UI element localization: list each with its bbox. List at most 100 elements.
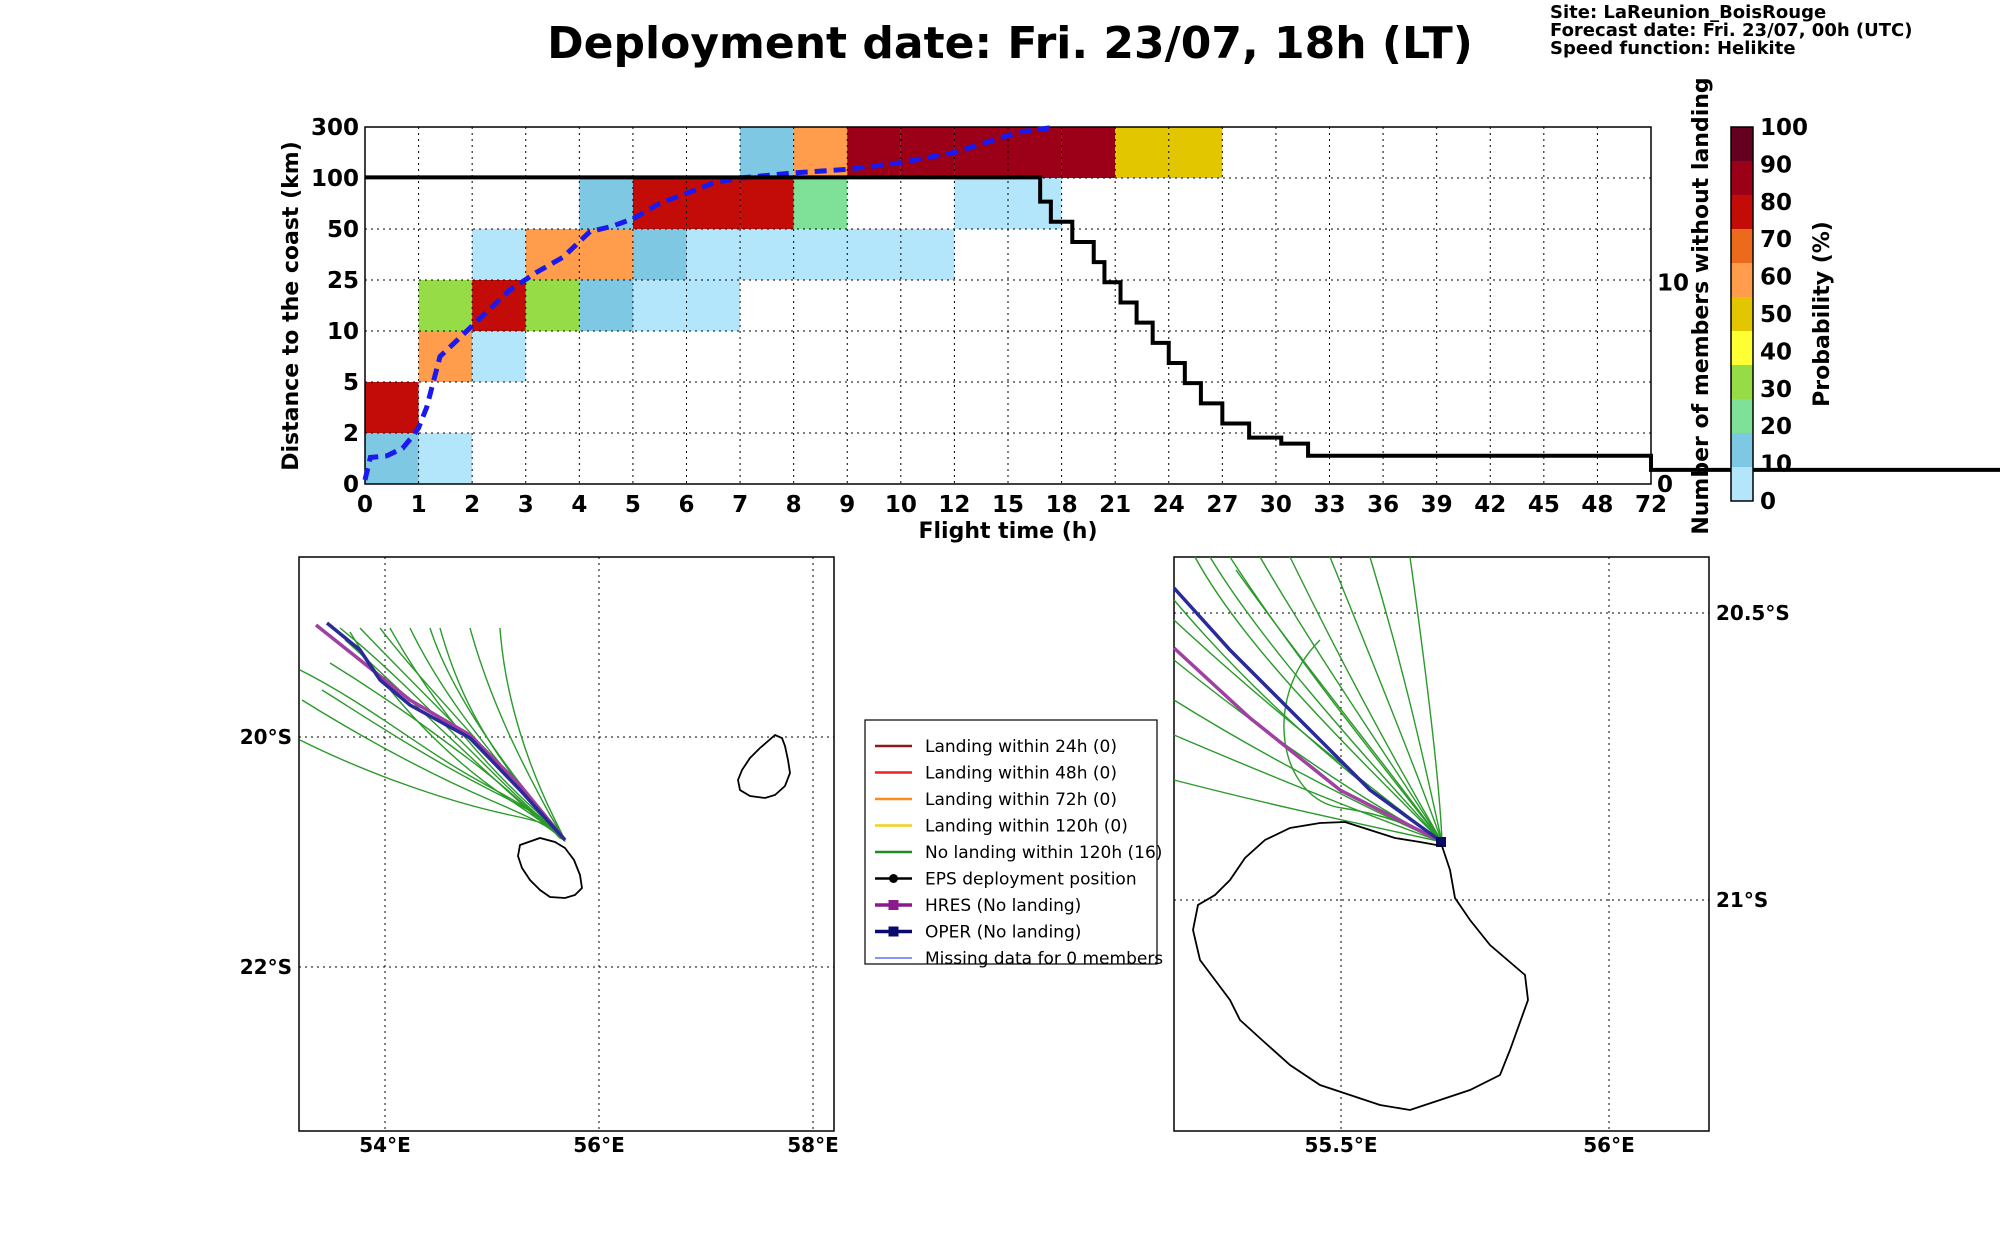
legend-item: Missing data for 0 members <box>875 949 1163 969</box>
x-tick-label: 21 <box>1099 492 1131 518</box>
legend-frame <box>864 719 1158 965</box>
heatmap-cell <box>472 280 526 331</box>
x-tick-label: 30 <box>1260 492 1292 518</box>
heatmap-cells <box>365 127 1223 484</box>
colorbar-bin <box>1731 399 1753 433</box>
legend-label: Landing within 24h (0) <box>925 737 1117 757</box>
heatmap-cell <box>472 331 526 382</box>
map-left-mauritius-coastline <box>737 733 791 799</box>
map-right-hres-track <box>1172 646 1443 844</box>
colorbar-bin <box>1731 365 1753 399</box>
x-tick-labels: 0 1 2 3 4 5 6 7 8 9 10 12 15 18 21 24 27 30 33 36 39 42 45 48 72 <box>357 492 1667 518</box>
x-tick-label: 36 <box>1367 492 1399 518</box>
heatmap-cell <box>740 178 794 229</box>
heatmap-cell <box>954 178 1008 229</box>
colorbar-tick-label: 90 <box>1760 152 1792 178</box>
y-tick-label: 300 <box>311 115 359 141</box>
map-right-y-tick: 20.5°S <box>1716 601 1790 625</box>
x-tick-label: 15 <box>992 492 1024 518</box>
colorbar-label: Probability (%) <box>1810 221 1835 407</box>
heatmap-cell <box>472 229 526 280</box>
heatmap-cell <box>686 178 741 229</box>
legend-marker <box>888 900 899 910</box>
site-label: Site: LaReunion_BoisRouge <box>1550 2 1826 23</box>
x-tick-label: 24 <box>1153 492 1185 518</box>
colorbar-bins <box>1731 127 1753 501</box>
legend-label: Landing within 120h (0) <box>925 817 1128 837</box>
colorbar-tick-label: 70 <box>1760 227 1792 253</box>
heatmap-cell <box>954 127 1008 178</box>
y2-tick-label: 10 <box>1657 270 1689 296</box>
legend-label: Landing within 48h (0) <box>925 764 1117 784</box>
heatmap-cell <box>847 229 901 280</box>
y-tick-label: 50 <box>327 217 359 243</box>
map-left-x-tick: 56°E <box>573 1133 625 1157</box>
legend-item: Landing within 48h (0) <box>875 764 1117 784</box>
map-left-x-tick: 54°E <box>359 1133 411 1157</box>
speed-function-label: Speed function: Helikite <box>1550 38 1796 59</box>
legend-item: EPS deployment position <box>875 870 1137 890</box>
colorbar-bin <box>1731 127 1753 161</box>
x-tick-label: 1 <box>411 492 427 518</box>
heatmap-cell <box>900 229 955 280</box>
colorbar-tick-label: 0 <box>1760 489 1776 515</box>
x-tick-label: 39 <box>1421 492 1453 518</box>
legend-item: No landing within 120h (16) <box>875 843 1162 863</box>
x-tick-label: 18 <box>1046 492 1078 518</box>
x-tick-label: 3 <box>518 492 534 518</box>
legend-marker <box>888 926 899 937</box>
colorbar-tick-label: 20 <box>1760 414 1792 440</box>
heatmap-cell <box>632 280 687 331</box>
legend-label: OPER (No landing) <box>925 923 1081 943</box>
legend-label: EPS deployment position <box>925 870 1137 890</box>
map-left-frame <box>298 556 835 1132</box>
legend-item: OPER (No landing) <box>875 923 1081 943</box>
heatmap-frame <box>364 126 1652 485</box>
y-tick-label: 5 <box>343 370 359 396</box>
y-axis-label: Distance to the coast (km) <box>279 141 304 471</box>
x-tick-label: 48 <box>1581 492 1613 518</box>
colorbar-tick-labels: 0 10 20 30 40 50 60 70 80 90 100 <box>1760 115 1808 515</box>
colorbar-bin <box>1731 229 1753 263</box>
x-tick-label: 5 <box>625 492 641 518</box>
legend-marker <box>889 874 898 883</box>
y-tick-label: 0 <box>343 472 359 498</box>
map-right-x-tick: 56°E <box>1583 1133 1635 1157</box>
x-tick-label: 4 <box>571 492 587 518</box>
figure-title: Deployment date: Fri. 23/07, 18h (LT) <box>547 18 1473 69</box>
heatmap-cell <box>686 280 741 331</box>
heatmap-cell <box>418 280 473 331</box>
x-tick-label: 0 <box>357 492 373 518</box>
heatmap-cell <box>1115 127 1169 178</box>
heatmap-cell <box>579 229 633 280</box>
y-tick-label: 10 <box>327 319 359 345</box>
heatmap-cell <box>1061 127 1116 178</box>
heatmap-cell <box>525 229 580 280</box>
x-tick-label: 33 <box>1313 492 1345 518</box>
legend-item: Landing within 72h (0) <box>875 790 1117 810</box>
heatmap-cell <box>418 331 473 382</box>
colorbar-bin <box>1731 467 1753 501</box>
members-without-landing-line <box>365 175 2000 472</box>
legend-label: HRES (No landing) <box>925 896 1081 916</box>
legend-item: Landing within 120h (0) <box>875 817 1128 837</box>
map-left-x-tick: 58°E <box>787 1133 839 1157</box>
x-tick-label: 10 <box>885 492 917 518</box>
probability-colorbar: 0 10 20 30 40 50 60 70 80 90 100 Probability (%) <box>1730 115 1835 515</box>
x-tick-label: 27 <box>1206 492 1238 518</box>
map-left-reunion-coastline <box>517 837 583 899</box>
map-left-y-tick: 22°S <box>240 955 292 979</box>
colorbar-bin <box>1731 297 1753 331</box>
colorbar-tick-label: 10 <box>1760 452 1792 478</box>
x-axis-label: Flight time (h) <box>918 519 1097 544</box>
colorbar-bin <box>1731 195 1753 229</box>
map-left-panel: 54°E 56°E 58°E 20°S 22°S <box>240 556 839 1157</box>
colorbar-tick-label: 100 <box>1760 115 1808 141</box>
legend: Landing within 24h (0) Landing within 48h… <box>864 719 1163 969</box>
colorbar-bin <box>1731 161 1753 195</box>
map-right-panel: 55.5°E 56°E 20.5°S 21°S <box>1172 556 1790 1157</box>
heatmap-cell <box>579 280 633 331</box>
heatmap-cell <box>525 280 580 331</box>
